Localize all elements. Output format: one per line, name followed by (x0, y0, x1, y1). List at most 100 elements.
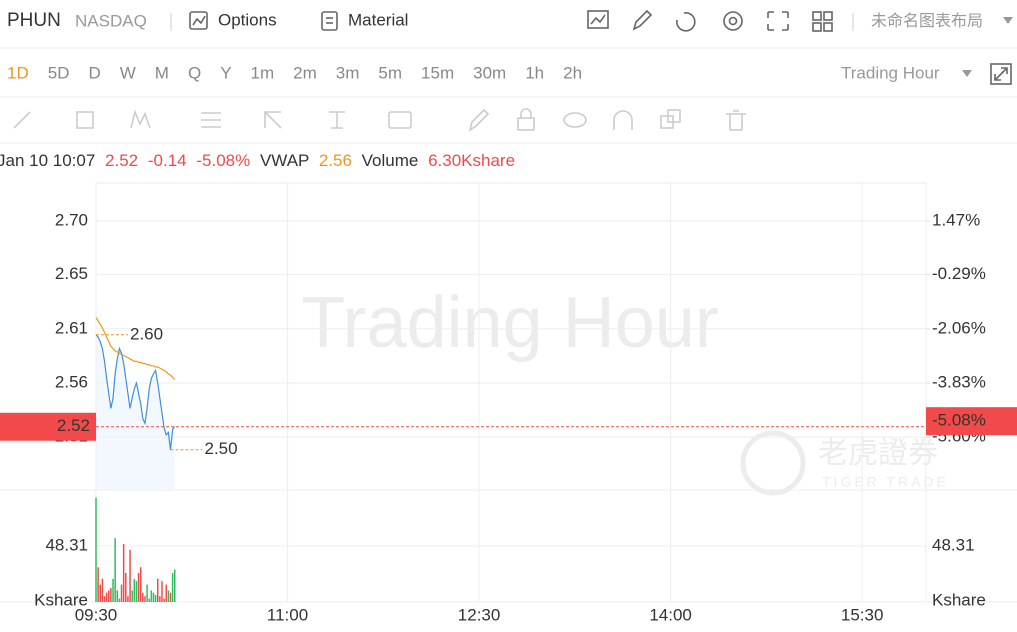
timeframe-button[interactable]: Y (220, 63, 231, 82)
volume-bar (165, 584, 167, 602)
exchange: NASDAQ (75, 11, 147, 30)
volume-bar (169, 592, 172, 602)
volume-bar (173, 569, 176, 602)
volume-bar (152, 592, 155, 602)
timeframe-button[interactable]: 1m (251, 63, 275, 82)
current-change-label: -5.08% (932, 411, 986, 430)
timeframe-button[interactable]: 1D (7, 63, 29, 82)
timeframe-button[interactable]: 30m (473, 63, 506, 82)
plot: 09:30 11:00 12:30 14:00 15:30 2.70 2.65 2.61 2.5… (0, 182, 1017, 624)
options-icon (192, 15, 206, 26)
quote-change-pct: -5.08% (196, 151, 250, 170)
volume-bar (150, 590, 153, 602)
price-area (96, 334, 175, 490)
options-icon (189, 11, 208, 30)
volume-bar (120, 584, 123, 602)
timeframe-row: 1D 5D D W M Q Y 1m 2m 3m 5m 15m 30m 1h 2h (7, 63, 582, 82)
x-tick-label: 09:30 (75, 605, 118, 624)
tool-brush[interactable] (468, 108, 490, 132)
timeframe-button[interactable]: D (88, 63, 100, 82)
icon-settings[interactable] (723, 11, 743, 31)
icon-settings (728, 16, 738, 26)
brand-sub-watermark: TIGER TRADE (822, 474, 949, 490)
volume-bar (95, 497, 97, 602)
volume-bar (161, 581, 163, 602)
timeframe-button[interactable]: 5D (48, 63, 70, 82)
timeframe-button[interactable]: 2h (563, 63, 582, 82)
options-button[interactable]: Options (218, 10, 277, 29)
tool-delete[interactable] (726, 110, 746, 131)
tool-lock[interactable] (517, 117, 535, 131)
y-tick-label: 2.65 (55, 264, 88, 283)
quote-change: -0.14 (148, 151, 187, 170)
icon-expand[interactable] (990, 63, 1012, 85)
icon-layout[interactable] (812, 11, 822, 21)
volume-bar (163, 598, 165, 602)
volume-bar (133, 578, 136, 602)
x-tick-label: 14:00 (649, 605, 692, 624)
tool-copy (667, 109, 681, 123)
high-label: 2.60 (130, 324, 163, 343)
tool-line[interactable] (13, 111, 31, 129)
volume-bar (110, 588, 112, 602)
caret (1003, 17, 1013, 24)
tool-fib[interactable] (201, 112, 221, 128)
volume-unit: Kshare (34, 590, 88, 609)
logo-watermark (740, 430, 806, 496)
volume-bar (108, 590, 110, 602)
tool-price[interactable] (388, 111, 412, 129)
tool-rect[interactable] (76, 111, 94, 129)
vwap-line (95, 317, 176, 381)
y-tick-label: 2.70 (55, 210, 88, 229)
timeframe-button[interactable]: 1h (525, 63, 544, 82)
tool-arrow[interactable] (264, 111, 282, 129)
x-tick-label: 15:30 (841, 605, 884, 624)
volume-label: Volume (362, 151, 419, 170)
tool-eye[interactable] (563, 112, 587, 128)
tool-pattern[interactable] (130, 109, 151, 129)
volume-bar (101, 578, 104, 602)
volume-tick-label: 48.31 (45, 535, 88, 554)
y-tick-label: 2.61 (55, 318, 88, 337)
timeframe-button[interactable]: 15m (421, 63, 454, 82)
y-tick-label: 2.56 (55, 372, 88, 391)
material-button[interactable]: Material (348, 10, 408, 29)
timeframe-button[interactable]: 2m (293, 63, 317, 82)
icon-layout (812, 22, 822, 32)
volume-bar (167, 590, 170, 602)
volume-bar (112, 578, 114, 602)
volume-bar (154, 595, 157, 602)
volume-bar (125, 573, 127, 602)
layout-name[interactable]: 未命名图表布局 (871, 12, 983, 30)
volume-bar (148, 598, 150, 602)
plot-frame (95, 182, 927, 603)
tool-magnet[interactable] (613, 110, 633, 130)
timeframe-button[interactable]: Q (188, 63, 201, 82)
current-change-badge (926, 407, 1017, 436)
icon-layout (823, 22, 833, 32)
quote-line: Jan 10 10:07 2.52 -0.14 -5.08% VWAP 2.56… (0, 151, 515, 170)
volume-bar (139, 567, 142, 602)
session-select[interactable]: Trading Hour (841, 63, 940, 82)
icon-chart (590, 14, 606, 25)
icon-undo[interactable] (676, 12, 696, 32)
timeframe-button[interactable]: 5m (378, 63, 402, 82)
timeframe-button[interactable]: 3m (336, 63, 360, 82)
vwap-label: VWAP (260, 151, 309, 170)
icon-chart[interactable] (587, 10, 609, 29)
volume-bar (105, 592, 108, 602)
symbol[interactable]: PHUN (7, 10, 61, 31)
volume-bar (146, 584, 148, 602)
icon-edit[interactable] (632, 9, 653, 31)
caret (962, 70, 972, 77)
tool-text[interactable] (329, 111, 345, 129)
x-tick-label: 12:30 (458, 605, 501, 624)
session-watermark: Trading Hour (301, 283, 719, 363)
timeframe-button[interactable]: W (120, 63, 136, 82)
x-tick-label: 11:00 (267, 605, 308, 624)
icon-fullscreen[interactable] (767, 11, 789, 31)
timeframe-button[interactable]: M (155, 63, 169, 82)
quote-time: Jan 10 10:07 (0, 151, 95, 170)
price-line (95, 334, 176, 450)
